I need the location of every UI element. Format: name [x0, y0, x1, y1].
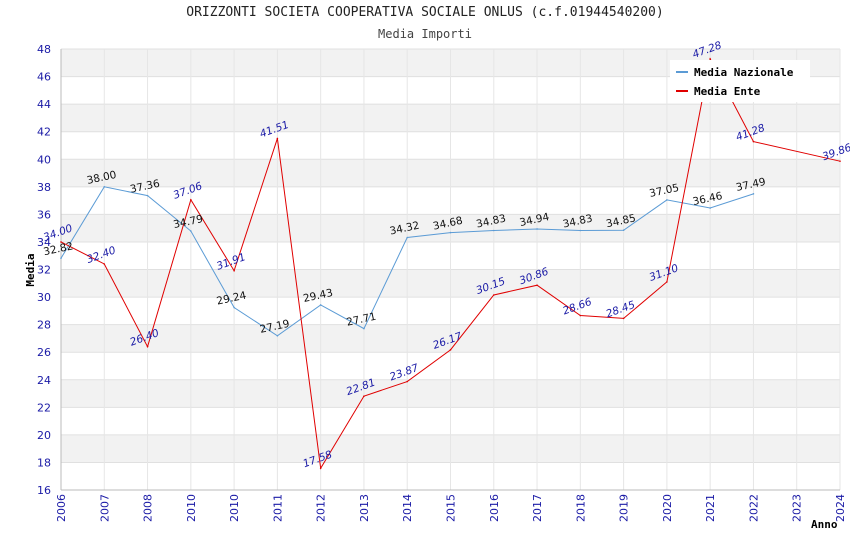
data-point — [406, 380, 409, 383]
data-point — [492, 229, 495, 232]
y-tick-label: 46 — [37, 71, 51, 84]
x-tick-label: 2012 — [315, 494, 328, 522]
data-point — [622, 317, 625, 320]
x-axis-label: Anno — [811, 518, 838, 531]
data-point — [363, 327, 365, 330]
y-tick-label: 40 — [37, 153, 51, 166]
data-point — [406, 236, 409, 239]
data-point — [276, 334, 279, 337]
x-tick-label: 2019 — [618, 494, 631, 522]
x-tick-label: 2007 — [98, 494, 111, 522]
x-tick-label: 2013 — [358, 494, 371, 522]
data-point — [60, 257, 62, 259]
y-tick-label: 18 — [37, 456, 51, 469]
x-tick-label: 2023 — [791, 494, 804, 522]
y-tick-label: 36 — [37, 208, 51, 221]
legend: Media Nazionale Media Ente — [670, 60, 810, 102]
data-point — [103, 263, 106, 265]
y-tick-label: 48 — [37, 43, 51, 56]
x-tick-label: 2006 — [55, 494, 68, 522]
data-point — [449, 349, 452, 351]
legend-entry: Media Ente — [694, 85, 761, 98]
data-point — [60, 241, 62, 243]
legend-box — [670, 60, 810, 102]
y-tick-label: 24 — [37, 374, 51, 387]
x-tick-label: 2020 — [661, 494, 674, 522]
data-point — [449, 231, 452, 234]
x-tick-label: 2015 — [445, 494, 458, 522]
x-tick-label: 2008 — [142, 494, 155, 522]
x-tick-label: 2017 — [531, 494, 544, 522]
data-point — [233, 306, 235, 309]
data-point — [146, 194, 149, 197]
data-point — [276, 137, 279, 140]
y-tick-label: 32 — [37, 264, 51, 277]
y-tick-label: 22 — [37, 401, 51, 414]
data-point — [190, 230, 192, 232]
y-axis-ticks: 16 18 20 22 24 26 28 30 32 34 36 38 40 42 44 46 48 — [37, 43, 51, 497]
data-point — [492, 294, 495, 296]
x-tick-label: 2022 — [747, 494, 760, 522]
data-label: 28.66 — [561, 296, 594, 318]
data-point — [622, 229, 625, 232]
x-tick-label: 2011 — [271, 494, 284, 522]
data-point — [536, 284, 538, 287]
x-tick-label: 2010 — [185, 494, 198, 522]
data-point — [579, 314, 582, 317]
data-point — [363, 395, 365, 397]
chart-title: ORIZZONTI SOCIETA COOPERATIVA SOCIALE ON… — [186, 5, 664, 20]
x-tick-label: 2024 — [834, 494, 847, 522]
grid-lines — [60, 48, 841, 491]
y-tick-label: 30 — [37, 291, 51, 304]
series-line-ente — [60, 57, 841, 470]
data-point — [709, 207, 711, 209]
data-point — [666, 199, 668, 201]
x-axis-ticks: 2006 2007 2008 2010 2010 2011 2012 2013 2014 2015… — [55, 494, 847, 522]
y-tick-label: 44 — [37, 98, 51, 111]
y-tick-label: 20 — [37, 429, 51, 442]
data-label: 28.45 — [604, 299, 637, 321]
data-point — [709, 58, 711, 60]
y-tick-label: 34 — [37, 236, 51, 249]
data-point — [103, 186, 106, 188]
y-tick-label: 26 — [37, 346, 51, 359]
chart-subtitle: Media Importi — [378, 27, 472, 41]
data-point — [666, 281, 668, 283]
series-lines — [60, 57, 841, 470]
y-tick-label: 28 — [37, 319, 51, 332]
data-point — [579, 229, 582, 232]
y-tick-label: 16 — [37, 484, 51, 497]
data-point — [190, 198, 192, 201]
x-tick-label: 2021 — [704, 494, 717, 522]
x-tick-label: 2014 — [401, 494, 414, 522]
data-point — [536, 228, 538, 230]
data-point — [752, 193, 755, 195]
data-point — [319, 467, 322, 470]
x-tick-label: 2010 — [228, 494, 241, 522]
data-point — [146, 345, 149, 348]
data-point — [839, 160, 841, 162]
y-axis-label: Media — [24, 253, 37, 286]
data-point — [319, 304, 322, 306]
legend-entry: Media Nazionale — [694, 66, 794, 79]
x-tick-label: 2016 — [488, 494, 501, 522]
data-point — [752, 140, 755, 143]
y-tick-label: 38 — [37, 181, 51, 194]
x-tick-label: 2018 — [574, 494, 587, 522]
data-point — [233, 269, 235, 272]
y-tick-label: 42 — [37, 126, 51, 139]
